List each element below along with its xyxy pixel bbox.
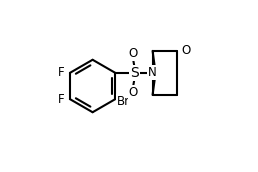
Text: O: O xyxy=(182,44,191,57)
Text: S: S xyxy=(130,66,139,80)
Text: O: O xyxy=(128,85,138,99)
Text: N: N xyxy=(148,66,157,79)
Text: O: O xyxy=(128,47,138,60)
Text: F: F xyxy=(58,93,64,106)
Text: Br: Br xyxy=(117,95,130,108)
Text: F: F xyxy=(58,66,64,79)
